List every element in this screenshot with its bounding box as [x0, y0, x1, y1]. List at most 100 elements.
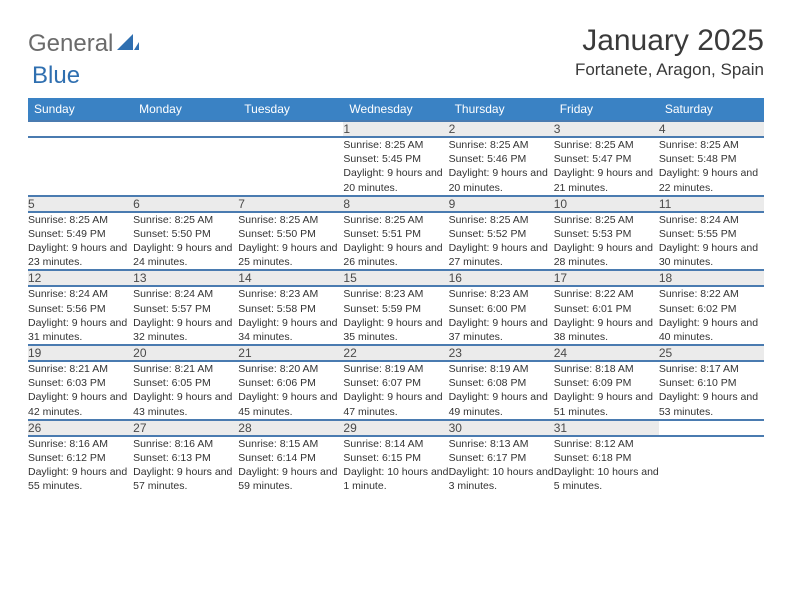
day-number-cell: 11	[659, 196, 764, 212]
sunset-line: Sunset: 5:51 PM	[343, 228, 421, 240]
sunrise-line: Sunrise: 8:25 AM	[554, 139, 634, 151]
sunset-line: Sunset: 5:59 PM	[343, 303, 421, 315]
day-number-cell	[238, 121, 343, 137]
day-number-cell: 8	[343, 196, 448, 212]
sunset-line: Sunset: 6:13 PM	[133, 452, 211, 464]
sunset-line: Sunset: 5:50 PM	[238, 228, 316, 240]
day-detail-cell: Sunrise: 8:23 AMSunset: 5:58 PMDaylight:…	[238, 286, 343, 345]
daylight-line: Daylight: 9 hours and 53 minutes.	[659, 391, 758, 417]
sunset-line: Sunset: 6:14 PM	[238, 452, 316, 464]
daylight-line: Daylight: 9 hours and 21 minutes.	[554, 167, 653, 193]
day-number-cell	[28, 121, 133, 137]
day-number-cell: 2	[449, 121, 554, 137]
day-number-cell: 24	[554, 345, 659, 361]
sunset-line: Sunset: 5:55 PM	[659, 228, 737, 240]
day-detail-cell: Sunrise: 8:13 AMSunset: 6:17 PMDaylight:…	[449, 436, 554, 494]
day-detail-cell: Sunrise: 8:23 AMSunset: 6:00 PMDaylight:…	[449, 286, 554, 345]
day-number-cell: 31	[554, 420, 659, 436]
sunrise-line: Sunrise: 8:25 AM	[343, 214, 423, 226]
daylight-line: Daylight: 9 hours and 49 minutes.	[449, 391, 548, 417]
daynum-row: 19202122232425	[28, 345, 764, 361]
sunrise-line: Sunrise: 8:24 AM	[28, 288, 108, 300]
sunset-line: Sunset: 6:12 PM	[28, 452, 106, 464]
daylight-line: Daylight: 9 hours and 26 minutes.	[343, 242, 442, 268]
sunrise-line: Sunrise: 8:22 AM	[659, 288, 739, 300]
day-number-cell: 7	[238, 196, 343, 212]
sunrise-line: Sunrise: 8:25 AM	[238, 214, 318, 226]
sunset-line: Sunset: 6:05 PM	[133, 377, 211, 389]
daylight-line: Daylight: 9 hours and 27 minutes.	[449, 242, 548, 268]
col-tuesday: Tuesday	[238, 98, 343, 121]
sunrise-line: Sunrise: 8:21 AM	[133, 363, 213, 375]
day-number-cell: 19	[28, 345, 133, 361]
day-detail-cell: Sunrise: 8:25 AMSunset: 5:48 PMDaylight:…	[659, 137, 764, 196]
day-detail-cell	[659, 436, 764, 494]
col-friday: Friday	[554, 98, 659, 121]
day-number-cell: 3	[554, 121, 659, 137]
sunset-line: Sunset: 6:08 PM	[449, 377, 527, 389]
daylight-line: Daylight: 9 hours and 22 minutes.	[659, 167, 758, 193]
sunrise-line: Sunrise: 8:22 AM	[554, 288, 634, 300]
day-detail-cell	[133, 137, 238, 196]
detail-row: Sunrise: 8:25 AMSunset: 5:45 PMDaylight:…	[28, 137, 764, 196]
sunrise-line: Sunrise: 8:25 AM	[28, 214, 108, 226]
daylight-line: Daylight: 9 hours and 59 minutes.	[238, 466, 337, 492]
day-detail-cell: Sunrise: 8:18 AMSunset: 6:09 PMDaylight:…	[554, 361, 659, 420]
daynum-row: 12131415161718	[28, 270, 764, 286]
day-detail-cell: Sunrise: 8:25 AMSunset: 5:53 PMDaylight:…	[554, 212, 659, 271]
sunset-line: Sunset: 6:01 PM	[554, 303, 632, 315]
sunset-line: Sunset: 5:57 PM	[133, 303, 211, 315]
day-detail-cell: Sunrise: 8:25 AM Sunset: 5:50 PM Daylight:…	[238, 212, 343, 271]
day-number-cell: 23	[449, 345, 554, 361]
day-detail-cell: Sunrise: 8:16 AMSunset: 6:12 PMDaylight:…	[28, 436, 133, 494]
sunset-line: Sunset: 6:06 PM	[238, 377, 316, 389]
sunrise-line: Sunrise: 8:24 AM	[659, 214, 739, 226]
day-detail-cell: Sunrise: 8:14 AMSunset: 6:15 PMDaylight:…	[343, 436, 448, 494]
col-saturday: Saturday	[659, 98, 764, 121]
sunrise-line: Sunrise: 8:16 AM	[28, 438, 108, 450]
daylight-line: Daylight: 9 hours and 38 minutes.	[554, 317, 653, 343]
sunrise-line: Sunrise: 8:16 AM	[133, 438, 213, 450]
day-detail-cell: Sunrise: 8:19 AMSunset: 6:08 PMDaylight:…	[449, 361, 554, 420]
daylight-line: Daylight: 9 hours and 42 minutes.	[28, 391, 127, 417]
day-detail-cell: Sunrise: 8:25 AMSunset: 5:46 PMDaylight:…	[449, 137, 554, 196]
sunset-line: Sunset: 6:18 PM	[554, 452, 632, 464]
daynum-row: 1234	[28, 121, 764, 137]
day-detail-cell: Sunrise: 8:21 AM Sunset: 6:05 PM Daylight:…	[133, 361, 238, 420]
sunset-line: Sunset: 6:00 PM	[449, 303, 527, 315]
calendar-table: Sunday Monday Tuesday Wednesday Thursday…	[28, 98, 764, 493]
daylight-line: Daylight: 9 hours and 47 minutes.	[343, 391, 442, 417]
detail-row: Sunrise: 8:21 AMSunset: 6:03 PMDaylight:…	[28, 361, 764, 420]
day-number-cell: 22	[343, 345, 448, 361]
daylight-line: Daylight: 9 hours and 37 minutes.	[449, 317, 548, 343]
daylight-line: Daylight: 9 hours and 45 minutes.	[238, 391, 337, 417]
sunset-line: Sunset: 6:15 PM	[343, 452, 421, 464]
day-number-cell: 4	[659, 121, 764, 137]
logo-text-blue: Blue	[32, 62, 80, 90]
col-monday: Monday	[133, 98, 238, 121]
sunrise-line: Sunrise: 8:25 AM	[449, 214, 529, 226]
daylight-line: Daylight: 9 hours and 43 minutes.	[133, 391, 232, 417]
sunset-line: Sunset: 6:17 PM	[449, 452, 527, 464]
sunrise-line: Sunrise: 8:24 AM	[133, 288, 213, 300]
day-number-cell: 14	[238, 270, 343, 286]
sunrise-line: Sunrise: 8:19 AM	[343, 363, 423, 375]
day-detail-cell: Sunrise: 8:20 AMSunset: 6:06 PMDaylight:…	[238, 361, 343, 420]
day-number-cell	[133, 121, 238, 137]
day-number-cell: 28	[238, 420, 343, 436]
day-detail-cell: Sunrise: 8:21 AMSunset: 6:03 PMDaylight:…	[28, 361, 133, 420]
sunrise-line: Sunrise: 8:23 AM	[238, 288, 318, 300]
day-detail-cell: Sunrise: 8:19 AMSunset: 6:07 PMDaylight:…	[343, 361, 448, 420]
day-detail-cell	[238, 137, 343, 196]
sunrise-line: Sunrise: 8:21 AM	[28, 363, 108, 375]
sunrise-line: Sunrise: 8:25 AM	[659, 139, 739, 151]
sunrise-line: Sunrise: 8:12 AM	[554, 438, 634, 450]
daylight-line: Daylight: 9 hours and 25 minutes.	[238, 242, 337, 268]
day-number-cell: 9	[449, 196, 554, 212]
page-title: January 2025	[575, 24, 764, 58]
detail-row: Sunrise: 8:16 AM Sunset: 6:12 PM Daylight:…	[28, 436, 764, 494]
sail-icon	[117, 32, 139, 57]
daylight-line: Daylight: 10 hours and 1 minute.	[343, 466, 448, 492]
day-number-cell: 12	[28, 270, 133, 286]
sunset-line: Sunset: 5:49 PM	[28, 228, 106, 240]
